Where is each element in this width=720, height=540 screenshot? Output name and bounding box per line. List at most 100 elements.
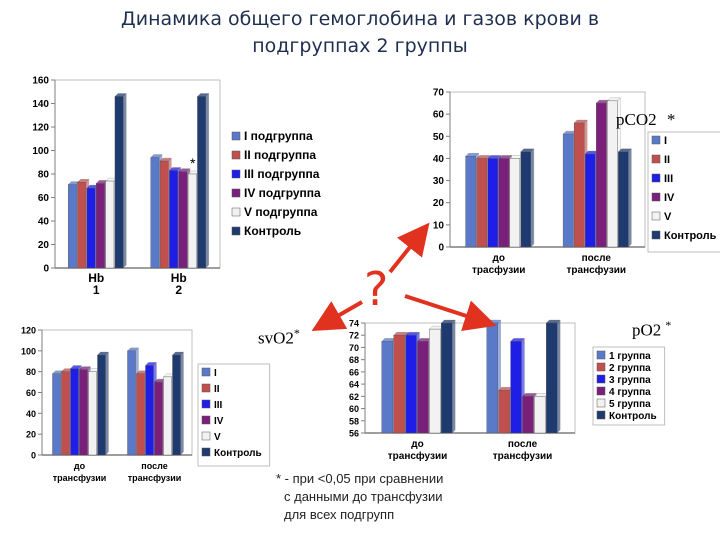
po2-y-tick-label: 72: [349, 331, 359, 341]
pco2-chart: 0 10 20 30 40 50 60 70 до трасфузии после трансфузи…: [400, 80, 720, 295]
hb-legend-label: I подгруппа: [244, 129, 313, 143]
po2-chart: 56 58 60 62 64 66 68 70 72 74 до трансфузии после тра…: [335, 315, 690, 462]
svo2-legend-swatch: [201, 367, 211, 377]
question-mark: ?: [364, 262, 389, 316]
svo2-label: svO2*: [258, 326, 300, 349]
pco2-y-tick-label: 30: [433, 176, 445, 187]
pco2-y-tick-label: 50: [433, 132, 445, 143]
pco2-bar-face: [498, 158, 510, 248]
po2-legend-label: Контроль: [609, 411, 657, 422]
title-line-1: Динамика общего гемоглобина и газов кров…: [120, 8, 600, 30]
po2-bar: [486, 319, 502, 434]
footnote: * - при <0,05 при сравнении с данными до…: [276, 470, 443, 524]
arrow-to-svo2: [311, 300, 363, 331]
svo2-legend-swatch: [201, 399, 211, 409]
svo2-legend-label: I: [214, 368, 217, 379]
po2-bar-face: [393, 335, 405, 434]
pco2-legend-swatch: [651, 192, 661, 202]
svo2-x-tick-label: трансфузии: [53, 473, 107, 483]
pco2-legend-swatch: [651, 230, 661, 240]
pco2-bar-face: [596, 102, 607, 248]
pco2-x-tick-label: трасфузии: [472, 264, 525, 276]
footnote-line-3: для всех подгрупп: [284, 507, 395, 522]
po2-bar-face: [381, 341, 393, 434]
svo2-y-tick-label: 20: [26, 430, 36, 440]
hb-legend-swatch: [231, 188, 241, 198]
po2-bar: [440, 319, 456, 434]
pco2-legend-label: II: [664, 154, 670, 166]
po2-bar-face: [417, 341, 429, 434]
po2-legend-label: 4 группа: [609, 387, 651, 398]
svo2-legend-label: II: [214, 384, 220, 395]
svo2-x-tick-label: трансфузии: [128, 473, 182, 483]
hb-bar: [114, 93, 127, 269]
pco2-bar-face: [509, 158, 521, 248]
hemoglobin-chart: 0 20 40 60 80 100 120 140 160 Hb 1 Hb 2 * I подгруппа I…: [0, 70, 330, 298]
svo2-bar-face: [97, 354, 106, 456]
hb-legend-swatch: [231, 226, 241, 236]
po2-y-tick-label: 56: [349, 429, 359, 439]
hb-y-tick-label: 120: [32, 123, 49, 134]
svo2-legend-label: IV: [214, 416, 224, 427]
svo2-bar-face: [172, 354, 181, 456]
hb-legend-label: IV подгруппа: [244, 186, 321, 200]
hb-y-tick-label: 80: [38, 170, 50, 181]
po2-label: pO2 *: [632, 318, 671, 341]
po2-bar-face: [429, 328, 441, 434]
pco2-label: pCO2 *: [616, 110, 675, 130]
hb-bar-face: [187, 173, 197, 269]
hb-y-tick-label: 100: [32, 146, 49, 157]
po2-y-tick-label: 70: [349, 343, 359, 353]
pco2-y-tick-label: 60: [433, 110, 445, 121]
svo2-bar: [97, 351, 109, 456]
po2-y-tick-label: 68: [349, 355, 359, 365]
pco2-bar-face: [584, 153, 596, 248]
po2-legend-label: 2 группа: [609, 363, 651, 374]
pco2-legend-label: IV: [664, 192, 675, 204]
svo2-y-tick-label: 120: [21, 326, 36, 336]
svo2-bar-face: [154, 381, 163, 456]
po2-y-tick-label: 74: [349, 319, 359, 329]
svo2-legend-label: III: [214, 400, 223, 411]
pco2-x-tick-label: трансфузии: [567, 264, 626, 276]
po2-bar-face: [441, 322, 453, 434]
hb-bar-face: [114, 96, 124, 269]
hb-x-tick-label: Hb: [88, 271, 104, 285]
svo2-bar-face: [61, 371, 70, 456]
hb-x-tick-label: Hb: [171, 271, 187, 285]
po2-bar: [510, 337, 525, 434]
pco2-bar-face: [573, 122, 585, 248]
svo2-label-text: svO2: [258, 328, 294, 348]
po2-bar-face: [510, 341, 522, 434]
pco2-legend-label: III: [664, 173, 673, 185]
hb-legend-label: II подгруппа: [244, 148, 316, 162]
pco2-bar-face: [618, 151, 629, 248]
pco2-y-tick-label: 40: [433, 154, 445, 165]
svo2-legend-label: Контроль: [214, 448, 262, 459]
hb-legend-label: III подгруппа: [244, 167, 320, 181]
hb-legend-swatch: [231, 131, 241, 141]
svo2-y-tick-label: 0: [31, 451, 36, 461]
pco2-legend-swatch: [651, 173, 661, 183]
arrow-to-pco2: [388, 222, 430, 274]
title-line-2: подгруппах 2 группы: [252, 35, 468, 57]
hb-bar-face: [96, 183, 105, 269]
po2-legend-label: 5 группа: [609, 399, 651, 410]
pco2-legend-label: I: [664, 135, 667, 147]
svo2-y-tick-label: 100: [21, 346, 36, 356]
svo2-bar: [172, 351, 184, 456]
po2-bar-face: [522, 396, 534, 434]
hb-bar-face: [150, 157, 160, 269]
svo2-star: *: [293, 326, 300, 340]
hb-bar-face: [197, 96, 206, 269]
svo2-bar-face: [136, 373, 145, 456]
hb-bar-face: [77, 182, 87, 269]
svo2-y-tick-label: 40: [26, 409, 36, 419]
po2-bar: [545, 319, 561, 434]
svo2-bar-face: [163, 376, 172, 456]
